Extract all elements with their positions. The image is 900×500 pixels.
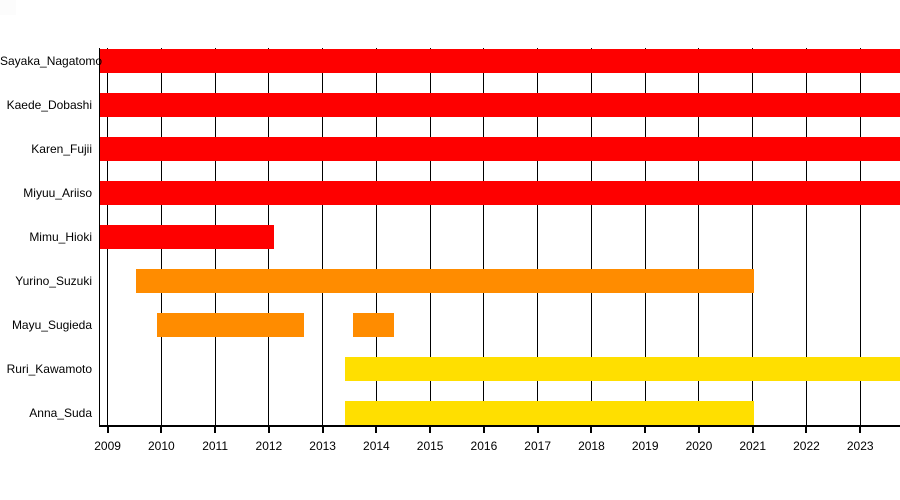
x-tick-mark [375,427,378,433]
x-tick-mark [751,427,754,433]
x-axis-line [99,425,900,427]
bar-segment [100,136,900,161]
year-gridline [590,48,592,425]
x-tick-mark [697,427,700,433]
bar-segment [100,224,275,249]
y-axis-label: Mimu_Hioki [29,229,92,244]
x-tick-label: 2018 [578,439,605,453]
year-gridline [429,48,431,425]
bar-segment [344,356,900,381]
year-gridline [859,48,861,425]
x-tick-label: 2015 [416,439,444,453]
year-gridline [322,48,324,425]
x-tick-label: 2010 [148,439,175,453]
y-axis-label: Miyuu_Ariiso [23,185,92,200]
x-tick-mark [214,427,217,433]
x-tick-label: 2009 [94,439,121,453]
year-gridline [698,48,700,425]
y-axis-label: Sayaka_Nagatomo [0,53,103,68]
x-tick-label: 2013 [309,439,336,453]
y-axis-label: Ruri_Kawamoto [6,361,92,376]
x-tick-mark [482,427,485,433]
bar-segment [156,312,304,337]
y-axis-label: Yurino_Suzuki [15,273,92,288]
x-tick-label: 2023 [846,439,874,453]
x-tick-mark [160,427,163,433]
y-axis-label: Karen_Fujii [31,141,92,156]
y-axis-line [99,48,100,427]
x-tick-mark [536,427,539,433]
x-tick-label: 2019 [631,439,659,453]
bar-segment [135,268,755,293]
y-axis-label: Kaede_Dobashi [6,97,92,112]
x-tick-label: 2012 [255,439,283,453]
year-gridline [375,48,377,425]
y-axis-label: Anna_Suda [29,405,92,420]
year-gridline [483,48,485,425]
x-tick-mark [859,427,862,433]
year-gridline [805,48,807,425]
bar-segment [344,400,755,425]
bar-segment [100,92,900,117]
x-tick-mark [805,427,808,433]
bar-segment [100,48,900,73]
x-tick-mark [590,427,593,433]
y-axis-label: Mayu_Sugieda [11,317,92,332]
x-tick-mark [644,427,647,433]
year-gridline [752,48,754,425]
x-tick-label: 2016 [470,439,498,453]
x-tick-mark [106,427,109,433]
x-tick-mark [429,427,432,433]
x-tick-label: 2020 [685,439,713,453]
year-gridline [644,48,646,425]
x-tick-label: 2014 [363,439,390,453]
bar-segment [352,312,395,337]
bar-segment [100,180,900,205]
year-gridline [537,48,539,425]
x-tick-label: 2022 [793,439,820,453]
x-tick-label: 2017 [524,439,552,453]
x-tick-mark [267,427,270,433]
x-tick-mark [321,427,324,433]
corner-artifact [0,0,16,15]
x-tick-label: 2021 [739,439,767,453]
x-tick-label: 2011 [202,439,229,453]
